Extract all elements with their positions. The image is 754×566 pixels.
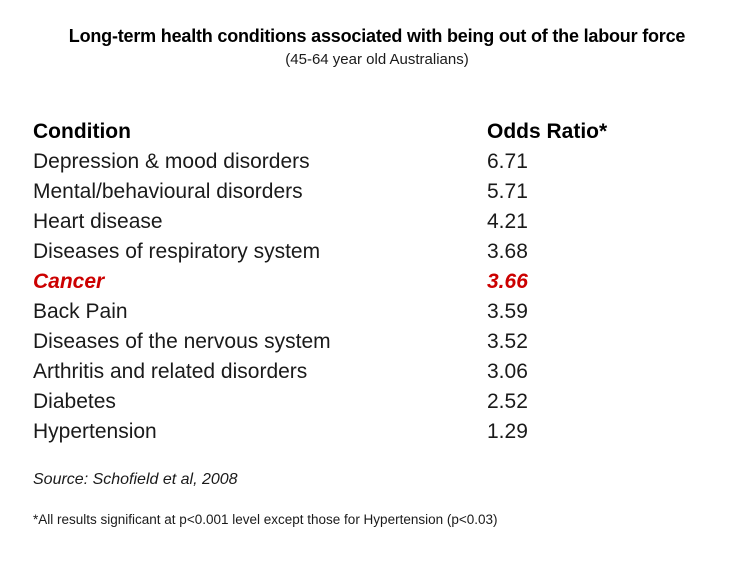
table-body: Depression & mood disorders 6.71 Mental/be… bbox=[33, 147, 723, 447]
row-condition: Hypertension bbox=[33, 420, 157, 443]
table-row: Diseases of the nervous system 3.52 bbox=[33, 327, 723, 357]
table-row: Diabetes 2.52 bbox=[33, 387, 723, 417]
table-row: Back Pain 3.59 bbox=[33, 297, 723, 327]
row-condition: Diseases of respiratory system bbox=[33, 240, 321, 263]
page-title: Long-term health conditions associated w… bbox=[68, 26, 686, 46]
row-odds-ratio: 3.68 bbox=[487, 240, 528, 263]
table-row: Hypertension 1.29 bbox=[33, 417, 723, 447]
table-row: Depression & mood disorders 6.71 bbox=[33, 147, 723, 177]
row-condition: Arthritis and related disorders bbox=[33, 360, 308, 383]
row-condition: Depression & mood disorders bbox=[33, 150, 310, 173]
table-row: Mental/behavioural disorders 5.71 bbox=[33, 177, 723, 207]
row-condition: Cancer bbox=[33, 270, 105, 293]
row-odds-ratio: 1.29 bbox=[487, 420, 528, 443]
column-header-odds-ratio: Odds Ratio* bbox=[487, 120, 608, 143]
row-odds-ratio: 3.59 bbox=[487, 300, 528, 323]
significance-footnote: *All results significant at p<0.001 leve… bbox=[33, 512, 498, 527]
row-odds-ratio: 3.66 bbox=[487, 270, 528, 293]
row-odds-ratio: 3.06 bbox=[487, 360, 528, 383]
table-row: Cancer 3.66 bbox=[33, 267, 723, 297]
row-condition: Mental/behavioural disorders bbox=[33, 180, 303, 203]
table-header-row: Condition Odds Ratio* bbox=[33, 117, 723, 147]
source-note: Source: Schofield et al, 2008 bbox=[33, 471, 238, 488]
column-header-condition: Condition bbox=[33, 120, 131, 143]
table-row: Arthritis and related disorders 3.06 bbox=[33, 357, 723, 387]
row-condition: Heart disease bbox=[33, 210, 163, 233]
row-odds-ratio: 5.71 bbox=[487, 180, 528, 203]
table-row: Diseases of respiratory system 3.68 bbox=[33, 237, 723, 267]
row-odds-ratio: 2.52 bbox=[487, 390, 528, 413]
page-subtitle: (45-64 year old Australians) bbox=[285, 51, 469, 68]
row-odds-ratio: 6.71 bbox=[487, 150, 528, 173]
row-odds-ratio: 3.52 bbox=[487, 330, 528, 353]
row-condition: Diseases of the nervous system bbox=[33, 330, 331, 353]
odds-ratio-table: Condition Odds Ratio* Depression & mood … bbox=[33, 117, 723, 447]
table-row: Heart disease 4.21 bbox=[33, 207, 723, 237]
row-condition: Diabetes bbox=[33, 390, 116, 413]
row-condition: Back Pain bbox=[33, 300, 128, 323]
row-odds-ratio: 4.21 bbox=[487, 210, 528, 233]
